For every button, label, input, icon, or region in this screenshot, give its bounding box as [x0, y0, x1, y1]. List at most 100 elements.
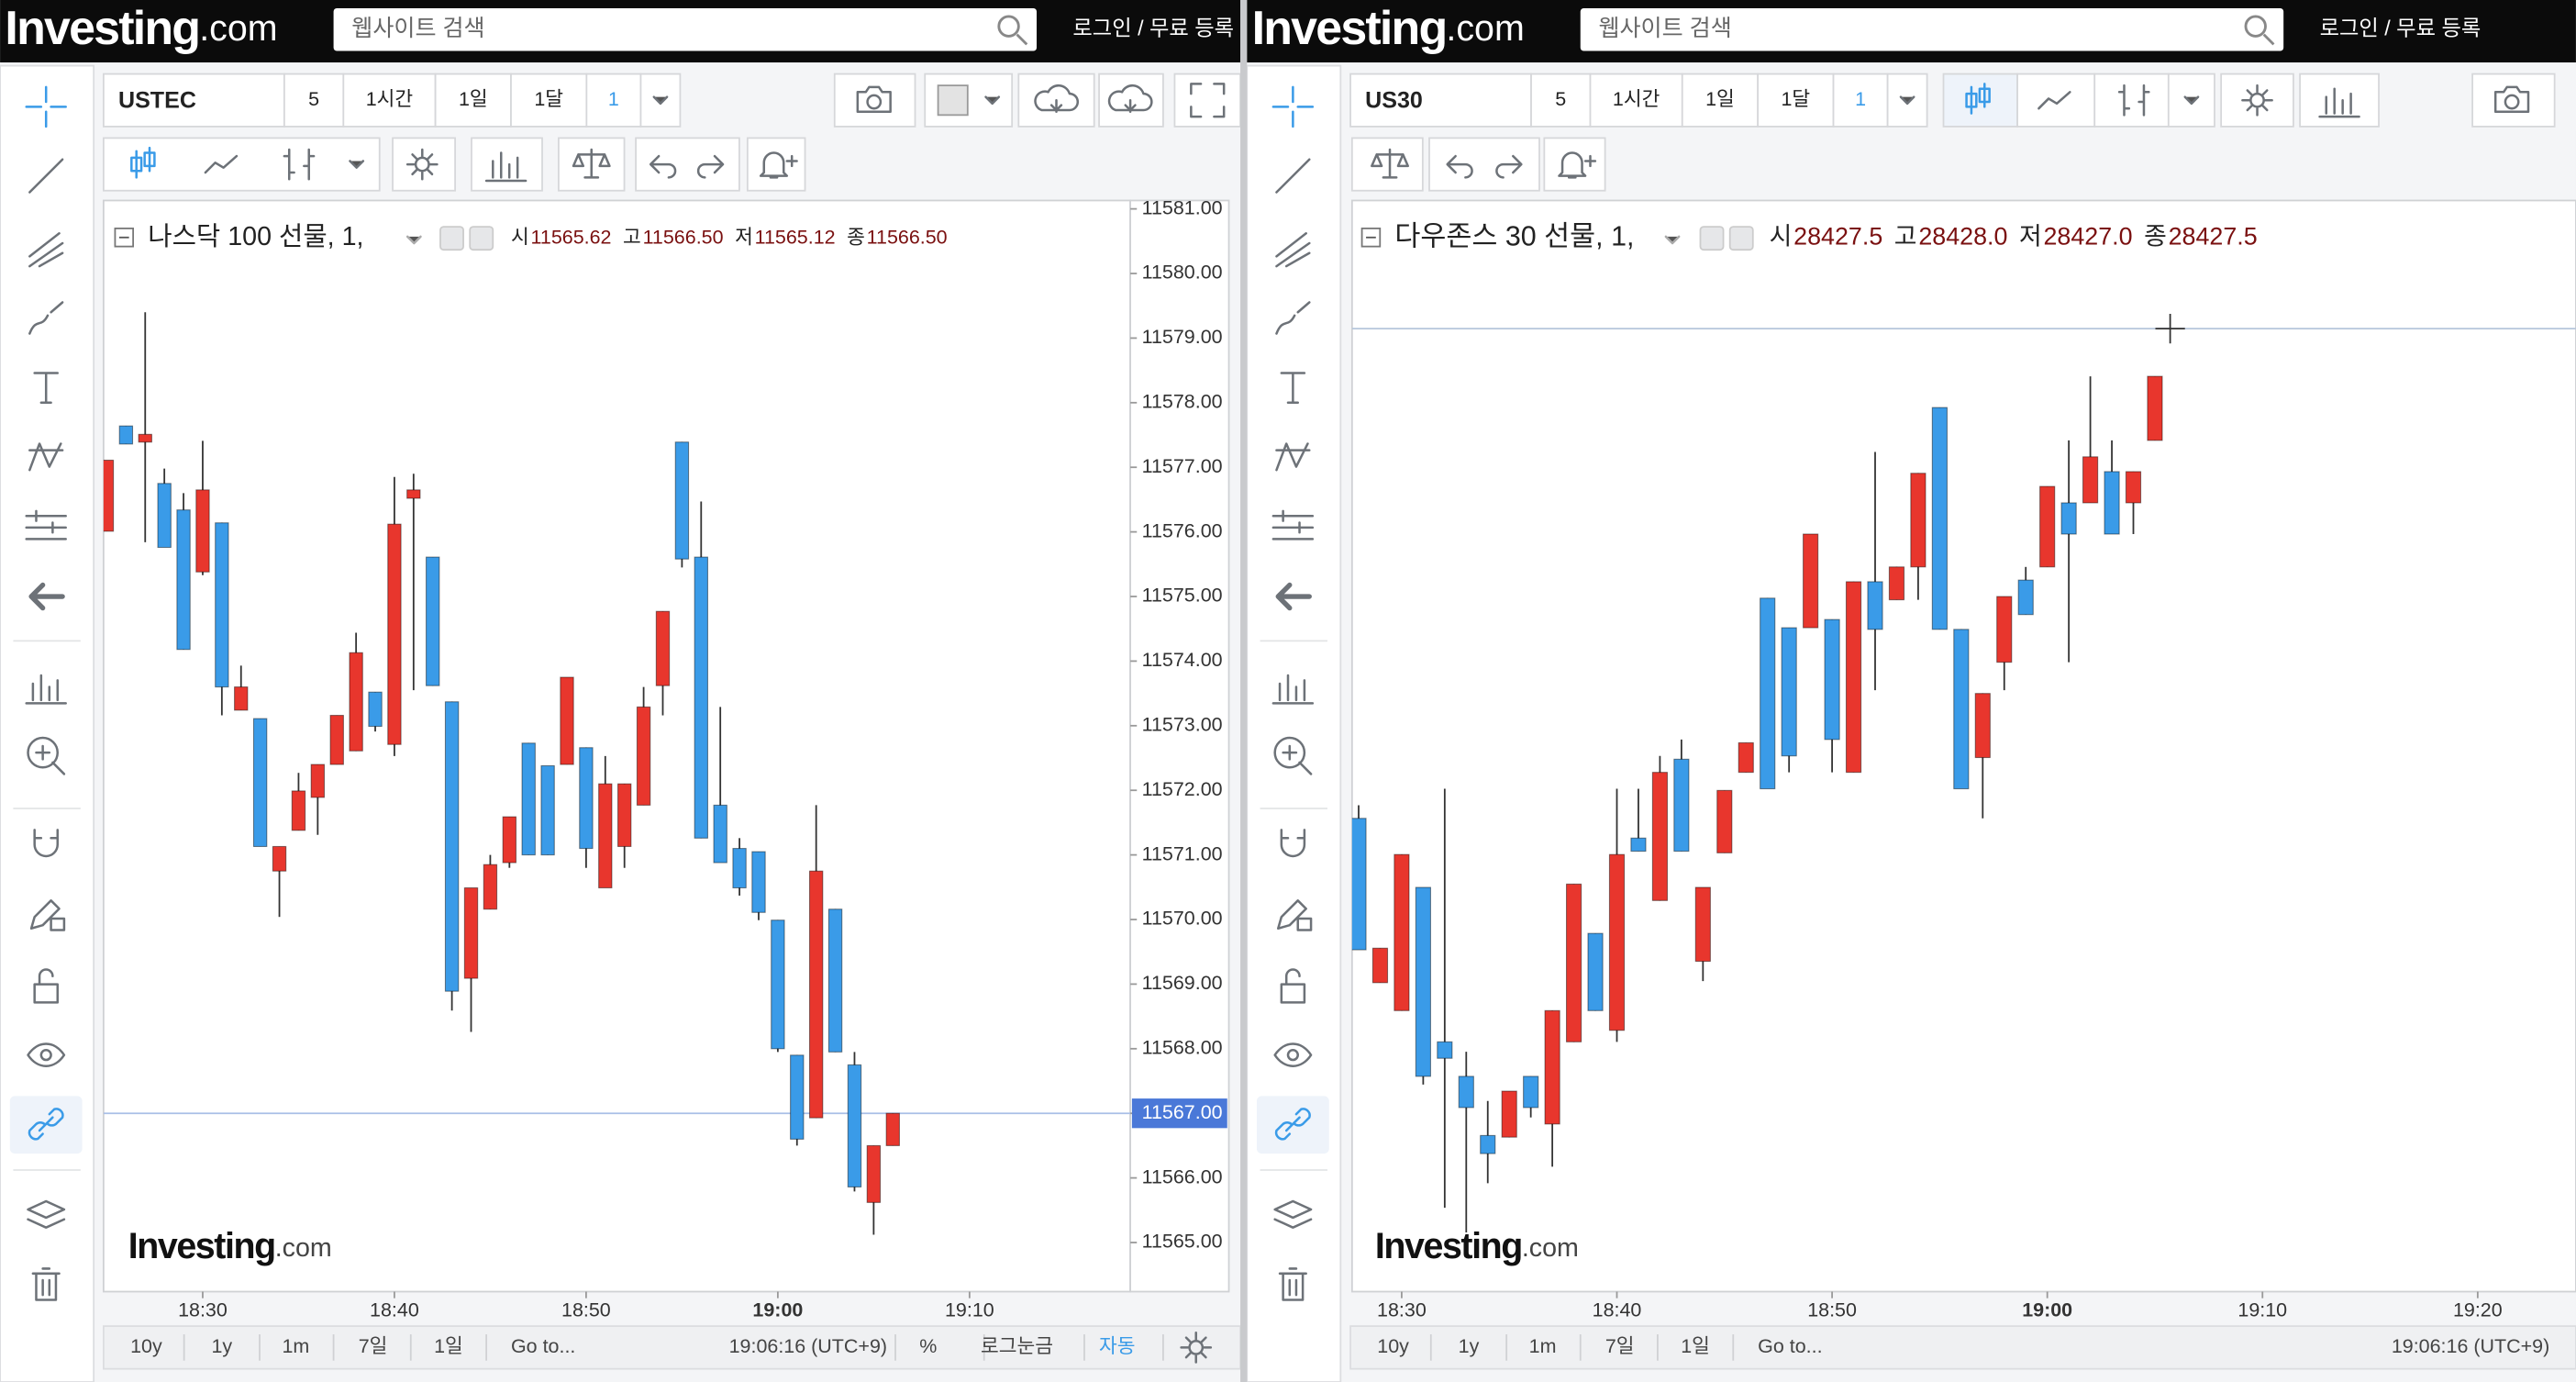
goto-button[interactable]: Go to... — [1758, 1335, 1822, 1357]
icon[interactable] — [349, 160, 365, 169]
icon[interactable] — [25, 509, 67, 541]
icon[interactable] — [1275, 442, 1311, 472]
range-button[interactable]: 1m — [1529, 1335, 1557, 1357]
icon[interactable] — [204, 154, 239, 174]
icon[interactable] — [1180, 1332, 1213, 1364]
icon[interactable] — [1280, 372, 1306, 404]
interval-button[interactable] — [434, 72, 512, 128]
range-button[interactable]: 1m — [282, 1335, 309, 1357]
symbol-box[interactable] — [102, 72, 285, 128]
icon[interactable] — [1271, 85, 1315, 128]
icon[interactable] — [1107, 84, 1153, 114]
icon[interactable] — [33, 829, 60, 858]
tool-button[interactable] — [2299, 72, 2380, 128]
interval-button[interactable] — [1832, 72, 1889, 128]
range-button[interactable]: 10y — [130, 1335, 162, 1357]
icon[interactable] — [856, 85, 892, 114]
tool-button[interactable] — [392, 137, 456, 192]
icon[interactable] — [1273, 1042, 1313, 1067]
legend-icon[interactable] — [469, 226, 494, 251]
range-button[interactable]: 1y — [1459, 1335, 1480, 1357]
icon[interactable] — [2493, 85, 2530, 114]
icon[interactable] — [2117, 84, 2150, 117]
icon[interactable] — [1558, 151, 1597, 179]
legend-icon[interactable] — [1728, 226, 1754, 251]
icon[interactable] — [1278, 1267, 1307, 1301]
search-icon[interactable] — [997, 15, 1028, 46]
icon[interactable] — [1899, 95, 1915, 106]
icon[interactable] — [33, 968, 60, 1004]
icon[interactable] — [572, 148, 611, 179]
icon[interactable] — [1271, 509, 1315, 541]
icon[interactable] — [759, 151, 798, 179]
icon[interactable] — [652, 95, 669, 106]
icon[interactable] — [1190, 83, 1226, 118]
scale-option[interactable]: 자동 — [1099, 1335, 1136, 1357]
icon[interactable] — [2318, 87, 2360, 118]
icon[interactable] — [984, 95, 1001, 106]
tool-button[interactable] — [1543, 137, 1606, 192]
icon[interactable] — [1277, 899, 1313, 931]
login-link[interactable]: 로그인 / 무료 등록 — [1072, 16, 1234, 39]
tool-button[interactable] — [2220, 72, 2294, 128]
tool-button[interactable] — [2471, 72, 2556, 128]
icon[interactable] — [1965, 83, 1991, 115]
icon[interactable] — [1271, 674, 1315, 705]
icon[interactable] — [405, 148, 439, 181]
icon[interactable] — [405, 235, 422, 245]
range-button[interactable]: 1y — [211, 1335, 232, 1357]
icon[interactable] — [2241, 84, 2273, 117]
icon[interactable] — [696, 154, 725, 179]
range-button[interactable]: 7일 — [1605, 1335, 1635, 1357]
icon[interactable] — [28, 301, 64, 335]
tool-button[interactable] — [746, 137, 806, 192]
search-box[interactable] — [1580, 7, 2284, 51]
icon[interactable] — [27, 736, 66, 775]
login-link[interactable]: 로그인 / 무료 등록 — [2320, 16, 2482, 39]
icon[interactable] — [283, 148, 316, 181]
icon[interactable] — [484, 151, 527, 183]
icon[interactable] — [2037, 91, 2071, 110]
legend-icon[interactable] — [439, 226, 464, 251]
icon[interactable] — [1274, 1108, 1311, 1141]
tool-button[interactable] — [471, 137, 543, 192]
icon[interactable] — [28, 158, 64, 194]
icon[interactable] — [1275, 301, 1311, 335]
icon[interactable] — [31, 1267, 61, 1301]
search-icon[interactable] — [2244, 15, 2275, 46]
icon[interactable] — [25, 85, 67, 128]
icon[interactable] — [1273, 736, 1313, 775]
range-button[interactable]: 1일 — [434, 1335, 463, 1357]
icon[interactable] — [1034, 84, 1080, 114]
range-button[interactable]: 1일 — [1681, 1335, 1710, 1357]
icon[interactable] — [1446, 154, 1473, 179]
icon[interactable] — [27, 1199, 66, 1229]
icon[interactable] — [28, 232, 64, 268]
interval-button[interactable] — [510, 72, 588, 128]
goto-button[interactable]: Go to... — [511, 1335, 575, 1357]
legend-icon[interactable] — [1699, 226, 1725, 251]
icon[interactable] — [33, 372, 60, 404]
interval-button[interactable] — [1757, 72, 1835, 128]
icon[interactable] — [2183, 95, 2200, 106]
icon[interactable] — [649, 154, 677, 179]
tool-button[interactable] — [2093, 72, 2170, 128]
range-button[interactable]: 10y — [1377, 1335, 1409, 1357]
icon[interactable] — [1275, 232, 1311, 268]
icon[interactable] — [1280, 829, 1306, 858]
icon[interactable] — [25, 674, 67, 705]
search-box[interactable] — [333, 7, 1038, 51]
interval-button[interactable] — [1530, 72, 1592, 128]
icon[interactable] — [1273, 1199, 1313, 1229]
tool-button[interactable] — [1428, 137, 1540, 192]
tool-button[interactable] — [1350, 137, 1424, 192]
interval-button[interactable] — [283, 72, 345, 128]
icon[interactable] — [29, 899, 66, 931]
icon[interactable] — [1280, 968, 1306, 1004]
tool-button[interactable] — [1017, 72, 1095, 128]
scale-option[interactable]: % — [919, 1335, 937, 1357]
symbol-box[interactable] — [1349, 72, 1532, 128]
icon[interactable] — [1275, 582, 1312, 611]
icon[interactable] — [1275, 158, 1311, 194]
icon[interactable] — [130, 146, 156, 179]
